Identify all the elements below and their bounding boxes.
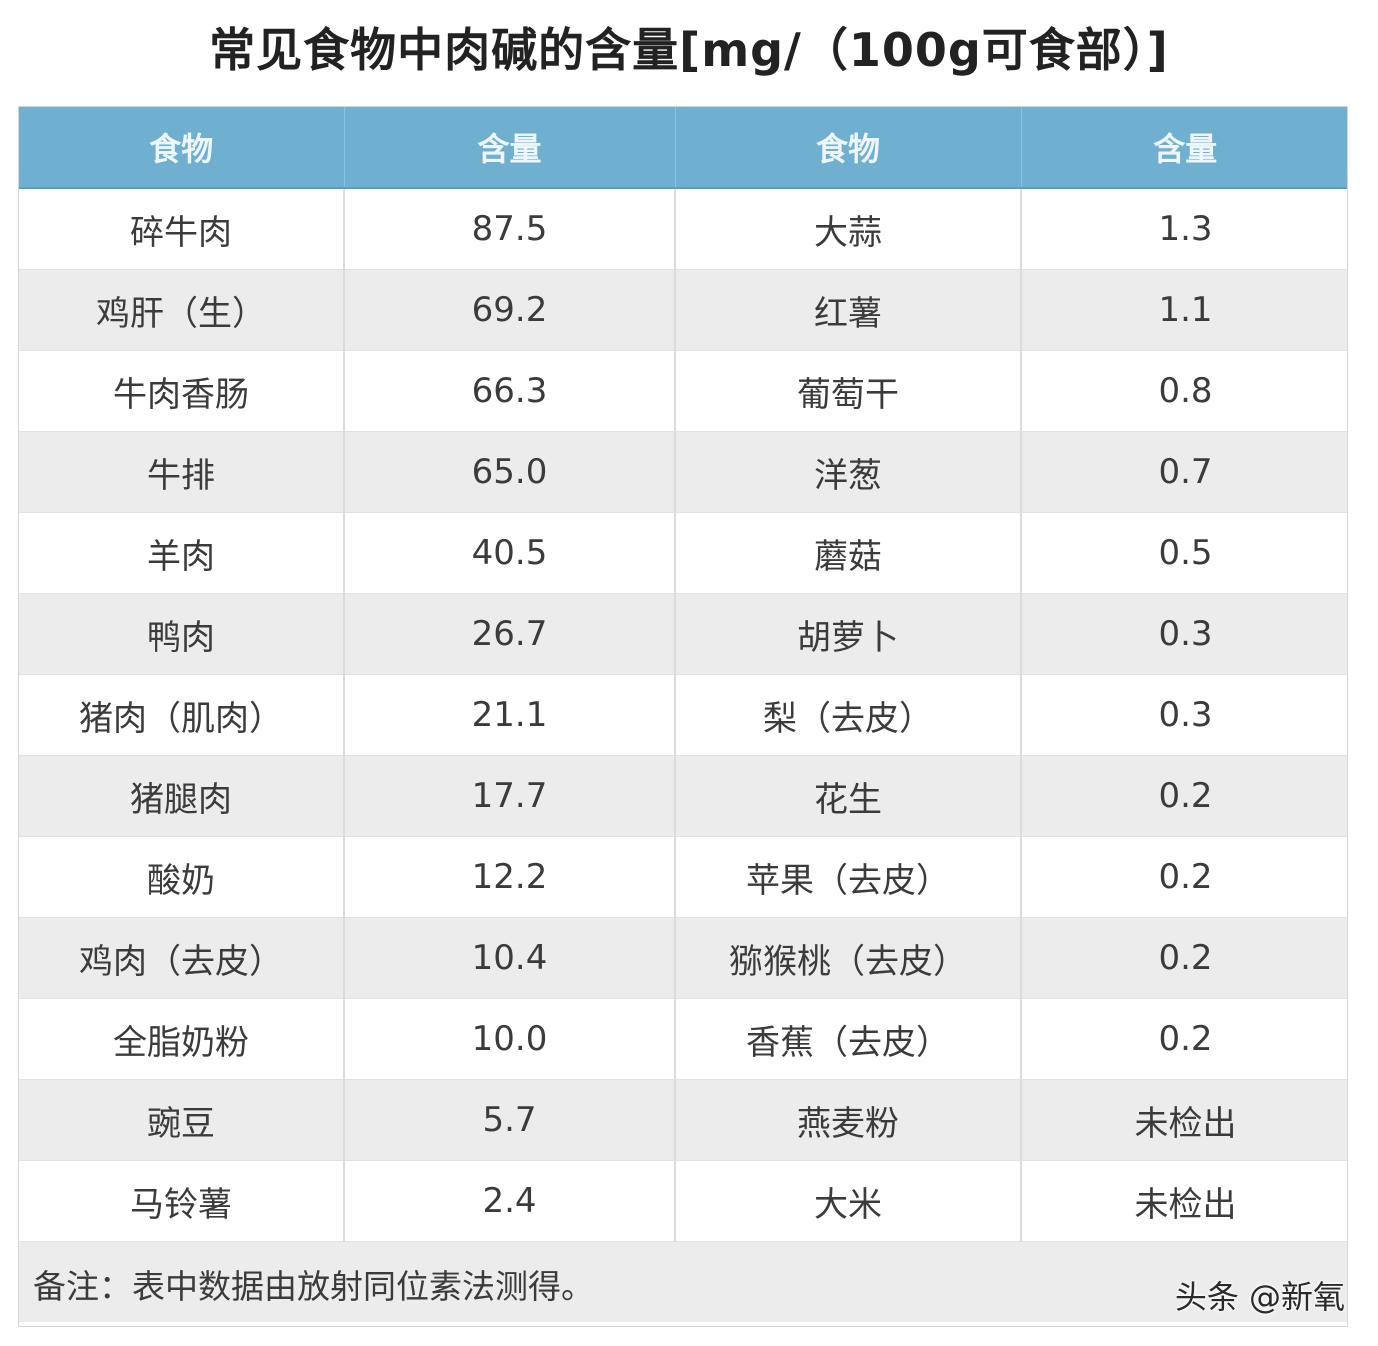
amount-cell: 0.7 <box>1021 431 1347 513</box>
table-row: 羊肉 40.5 蘑菇 0.5 <box>19 512 1347 594</box>
amount-cell: 0.2 <box>1021 998 1347 1080</box>
amount-cell: 5.7 <box>344 1079 676 1161</box>
food-cell: 猕猴桃（去皮） <box>675 917 1022 999</box>
food-cell: 大米 <box>675 1160 1022 1242</box>
table-row: 全脂奶粉 10.0 香蕉（去皮） 0.2 <box>19 998 1347 1080</box>
amount-cell: 1.1 <box>1021 269 1347 351</box>
food-cell: 马铃薯 <box>19 1160 345 1242</box>
food-cell: 鸡肝（生） <box>19 269 345 351</box>
food-cell: 燕麦粉 <box>675 1079 1022 1161</box>
table-row: 牛排 65.0 洋葱 0.7 <box>19 431 1347 513</box>
food-cell: 猪肉（肌肉） <box>19 674 345 756</box>
amount-cell: 0.2 <box>1021 836 1347 918</box>
food-cell: 碎牛肉 <box>19 188 345 270</box>
food-cell: 蘑菇 <box>675 512 1022 594</box>
amount-cell: 0.2 <box>1021 917 1347 999</box>
amount-cell: 0.3 <box>1021 674 1347 756</box>
food-cell: 猪腿肉 <box>19 755 345 837</box>
page-title: 常见食物中肉碱的含量[mg/（100g可食部）] <box>209 23 1169 77</box>
header-food-right: 食物 <box>675 107 1022 189</box>
amount-cell: 未检出 <box>1021 1079 1347 1161</box>
food-cell: 花生 <box>675 755 1022 837</box>
food-cell: 香蕉（去皮） <box>675 998 1022 1080</box>
table-row: 猪腿肉 17.7 花生 0.2 <box>19 755 1347 837</box>
amount-cell: 87.5 <box>344 188 676 270</box>
table-row: 马铃薯 2.4 大米 未检出 <box>19 1160 1347 1242</box>
table-row: 鸭肉 26.7 胡萝卜 0.3 <box>19 593 1347 675</box>
food-cell: 鸡肉（去皮） <box>19 917 345 999</box>
header-food-left: 食物 <box>19 107 345 189</box>
table-row: 豌豆 5.7 燕麦粉 未检出 <box>19 1079 1347 1161</box>
amount-cell: 10.4 <box>344 917 676 999</box>
table-row: 鸡肉（去皮） 10.4 猕猴桃（去皮） 0.2 <box>19 917 1347 999</box>
amount-cell: 0.3 <box>1021 593 1347 675</box>
amount-cell: 1.3 <box>1021 188 1347 270</box>
amount-cell: 65.0 <box>344 431 676 513</box>
food-cell: 葡萄干 <box>675 350 1022 432</box>
food-cell: 鸭肉 <box>19 593 345 675</box>
food-cell: 胡萝卜 <box>675 593 1022 675</box>
carnitine-table: 食物 含量 食物 含量 碎牛肉 87.5 大蒜 1.3 鸡肝（生） 69.2 红… <box>18 106 1348 1327</box>
data-table: 食物 含量 食物 含量 碎牛肉 87.5 大蒜 1.3 鸡肝（生） 69.2 红… <box>19 107 1347 1242</box>
amount-cell: 2.4 <box>344 1160 676 1242</box>
table-row: 猪肉（肌肉） 21.1 梨（去皮） 0.3 <box>19 674 1347 756</box>
food-cell: 牛排 <box>19 431 345 513</box>
amount-cell: 66.3 <box>344 350 676 432</box>
amount-cell: 0.8 <box>1021 350 1347 432</box>
food-cell: 牛肉香肠 <box>19 350 345 432</box>
header-amount-right: 含量 <box>1021 107 1347 189</box>
food-cell: 大蒜 <box>675 188 1022 270</box>
table-row: 鸡肝（生） 69.2 红薯 1.1 <box>19 269 1347 351</box>
food-cell: 酸奶 <box>19 836 345 918</box>
amount-cell: 10.0 <box>344 998 676 1080</box>
table-row: 酸奶 12.2 苹果（去皮） 0.2 <box>19 836 1347 918</box>
amount-cell: 0.5 <box>1021 512 1347 594</box>
amount-cell: 40.5 <box>344 512 676 594</box>
amount-cell: 69.2 <box>344 269 676 351</box>
note-row: 备注：表中数据由放射同位素法测得。 头条 @新氧 <box>19 1242 1347 1322</box>
amount-cell: 未检出 <box>1021 1160 1347 1242</box>
table-row: 碎牛肉 87.5 大蒜 1.3 <box>19 188 1347 270</box>
table-row: 牛肉香肠 66.3 葡萄干 0.8 <box>19 350 1347 432</box>
food-cell: 洋葱 <box>675 431 1022 513</box>
food-cell: 羊肉 <box>19 512 345 594</box>
table-note: 备注：表中数据由放射同位素法测得。 <box>33 1267 594 1306</box>
amount-cell: 17.7 <box>344 755 676 837</box>
amount-cell: 26.7 <box>344 593 676 675</box>
food-cell: 豌豆 <box>19 1079 345 1161</box>
amount-cell: 21.1 <box>344 674 676 756</box>
header-amount-left: 含量 <box>344 107 676 189</box>
food-cell: 全脂奶粉 <box>19 998 345 1080</box>
food-cell: 苹果（去皮） <box>675 836 1022 918</box>
food-cell: 红薯 <box>675 269 1022 351</box>
amount-cell: 12.2 <box>344 836 676 918</box>
source-watermark: 头条 @新氧 <box>1174 1278 1345 1316</box>
food-cell: 梨（去皮） <box>675 674 1022 756</box>
amount-cell: 0.2 <box>1021 755 1347 837</box>
header-row: 食物 含量 食物 含量 <box>19 107 1347 189</box>
